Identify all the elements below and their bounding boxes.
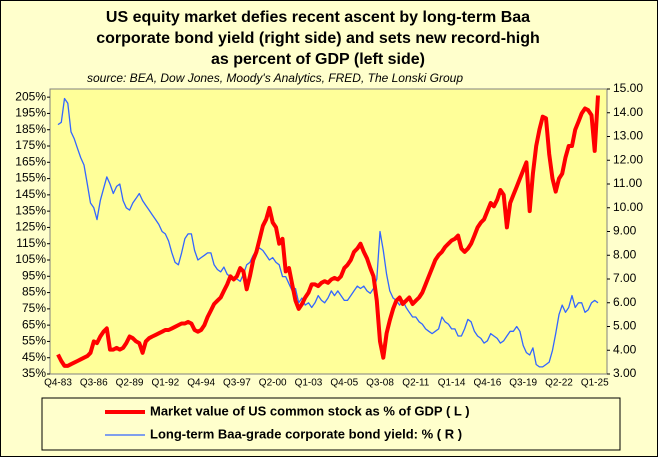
y2-tick-label: 10.00 — [613, 200, 643, 214]
y2-tick-label: 11.00 — [613, 176, 642, 190]
x-tick-label: Q2-22 — [545, 378, 573, 389]
y-tick-label: 205% — [15, 89, 46, 103]
data-line — [57, 97, 599, 368]
x-tick-label: Q3-86 — [80, 378, 108, 389]
x-tick-label: Q1-25 — [581, 378, 609, 389]
y-tick-label: 165% — [15, 154, 46, 168]
x-tick-label: Q2-11 — [402, 378, 429, 389]
y-tick-label: 85% — [22, 285, 46, 299]
y2-tick-label: 3.00 — [613, 366, 637, 380]
x-tick-label: Q3-97 — [223, 378, 251, 389]
y2-tick-label: 14.00 — [613, 105, 643, 119]
y-tick-label: 125% — [15, 220, 46, 234]
x-tick-label: Q4-16 — [473, 378, 501, 389]
chart-subtitle: source: BEA, Dow Jones, Moody's Analytic… — [87, 71, 463, 85]
y-tick-label: 35% — [22, 366, 46, 380]
y-tick-label: 105% — [15, 252, 46, 266]
chart-title: as percent of GDP (left side) — [211, 51, 425, 68]
y-tick-label: 95% — [22, 268, 46, 282]
x-tick-label: Q2-00 — [259, 378, 287, 389]
y2-tick-label: 13.00 — [613, 129, 643, 143]
x-tick-label: Q3-19 — [509, 378, 537, 389]
chart-title: US equity market defies recent ascent by… — [106, 9, 530, 26]
y2-tick-label: 7.00 — [613, 271, 637, 285]
x-tick-label: Q1-14 — [438, 378, 466, 389]
y-tick-label: 115% — [16, 236, 46, 250]
y2-tick-label: 5.00 — [613, 319, 637, 333]
y2-tick-label: 15.00 — [613, 81, 643, 95]
x-tick-label: Q3-08 — [366, 378, 394, 389]
y-tick-label: 135% — [15, 203, 46, 217]
y2-tick-label: 6.00 — [613, 295, 637, 309]
y-tick-label: 145% — [15, 187, 46, 201]
x-tick-label: Q2-89 — [116, 378, 144, 389]
x-tick-label: Q4-05 — [330, 378, 358, 389]
plot-area — [49, 88, 608, 375]
y2-tick-label: 4.00 — [613, 342, 637, 356]
y-tick-label: 75% — [22, 301, 46, 315]
chart-title: corporate bond yield (right side) and se… — [96, 30, 540, 47]
legend-label: Long-term Baa-grade corporate bond yield… — [150, 426, 462, 441]
y2-tick-label: 12.00 — [613, 152, 643, 166]
y-tick-label: 185% — [15, 122, 46, 136]
y-tick-label: 175% — [15, 138, 46, 152]
y-tick-label: 65% — [22, 317, 46, 331]
y-tick-label: 45% — [22, 350, 46, 364]
y-tick-label: 155% — [15, 171, 46, 185]
x-tick-label: Q1-92 — [151, 378, 179, 389]
data-line — [56, 95, 600, 368]
x-tick-label: Q4-94 — [187, 378, 215, 389]
x-tick-label: Q1-03 — [295, 378, 323, 389]
x-tick-label: Q4-83 — [44, 378, 72, 389]
y-tick-label: 55% — [22, 334, 46, 348]
y2-tick-label: 8.00 — [613, 247, 637, 261]
legend-label: Market value of US common stock as % of … — [150, 403, 470, 418]
legend — [41, 397, 621, 451]
y-tick-label: 195% — [15, 106, 46, 120]
y2-tick-label: 9.00 — [613, 224, 637, 238]
